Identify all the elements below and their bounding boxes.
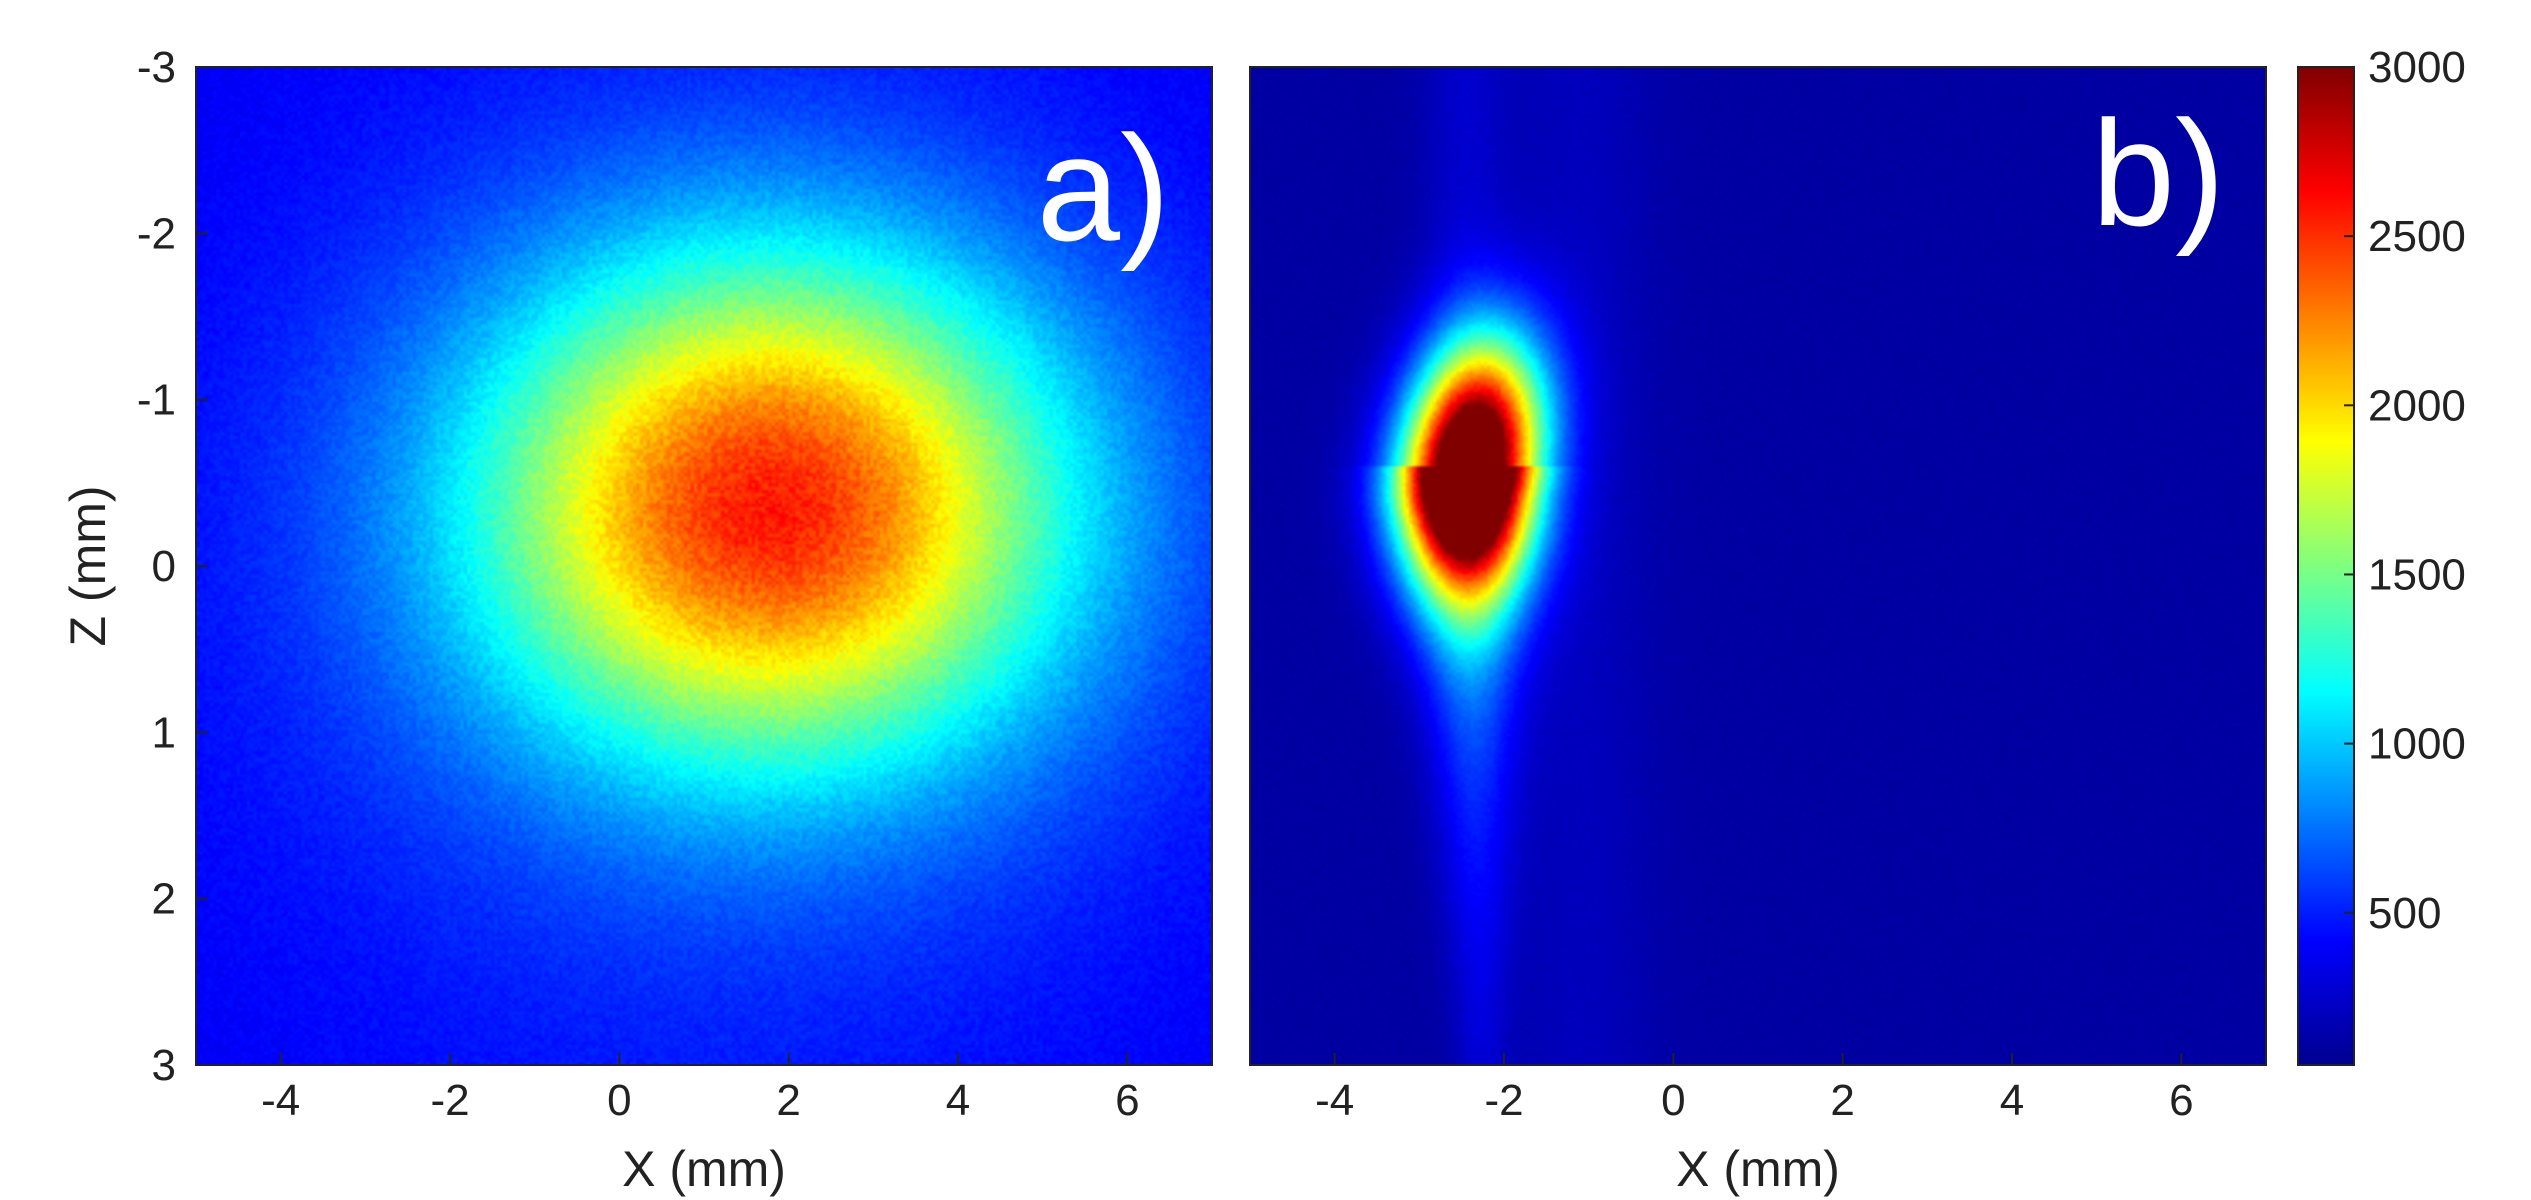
x-tick-label: 6 — [1115, 1076, 1139, 1125]
x-tick-label: 2 — [1830, 1076, 1854, 1125]
colorbar: 500 1000 1500 2000 2500 3000 — [2297, 43, 2466, 1066]
panel-a-label: a) — [1037, 104, 1170, 272]
colorbar-ticks: 500 1000 1500 2000 2500 3000 — [2344, 43, 2466, 938]
heatmap-a-image — [196, 67, 1212, 1065]
colorbar-gradient — [2297, 66, 2355, 1066]
x-tick-label: -2 — [430, 1076, 469, 1125]
y-tick-label: 2 — [152, 875, 176, 924]
panel-b: b) -4 -2 0 2 4 6 X (mm) — [1249, 66, 2267, 1197]
colorbar-tick-label: 2000 — [2368, 381, 2466, 430]
x-tick-label: 4 — [2000, 1076, 2024, 1125]
x-tick-label: -4 — [261, 1076, 300, 1125]
panel-a-x-ticks: -4 -2 0 2 4 6 — [261, 1053, 1140, 1125]
x-tick-label: 6 — [2169, 1076, 2193, 1125]
colorbar-tick-label: 2500 — [2368, 212, 2466, 261]
x-tick-label: 2 — [776, 1076, 800, 1125]
colorbar-tick-label: 500 — [2368, 889, 2441, 938]
panel-b-x-ticks: -4 -2 0 2 4 6 — [1315, 1053, 2194, 1125]
y-tick-label: 1 — [152, 708, 176, 757]
panel-a-x-axis-label: X (mm) — [622, 1141, 786, 1197]
colorbar-tick-label: 1000 — [2368, 720, 2466, 769]
x-tick-label: 0 — [607, 1076, 631, 1125]
colorbar-tick-label: 3000 — [2368, 43, 2466, 92]
colorbar-tick-label: 1500 — [2368, 550, 2466, 599]
panel-b-x-axis-label: X (mm) — [1676, 1141, 1840, 1197]
y-tick-label: -3 — [137, 43, 176, 92]
heatmap-b-image — [1250, 67, 2266, 1065]
y-tick-label: -2 — [137, 209, 176, 258]
y-tick-label: 0 — [152, 542, 176, 591]
panel-b-label: b) — [2092, 89, 2225, 257]
panel-a: a) -4 -2 0 2 4 6 -3 -2 -1 0 1 2 3 X (mm) Z (mm) — [60, 43, 1213, 1197]
y-tick-label: 3 — [152, 1041, 176, 1090]
panel-a-y-ticks: -3 -2 -1 0 1 2 3 — [137, 43, 208, 1090]
panel-b-frame — [1249, 66, 2267, 1066]
x-tick-label: -4 — [1315, 1076, 1354, 1125]
panel-a-y-axis-label: Z (mm) — [60, 485, 116, 646]
y-tick-label: -1 — [137, 376, 176, 425]
x-tick-label: -2 — [1484, 1076, 1523, 1125]
x-tick-label: 0 — [1661, 1076, 1685, 1125]
x-tick-label: 4 — [946, 1076, 970, 1125]
